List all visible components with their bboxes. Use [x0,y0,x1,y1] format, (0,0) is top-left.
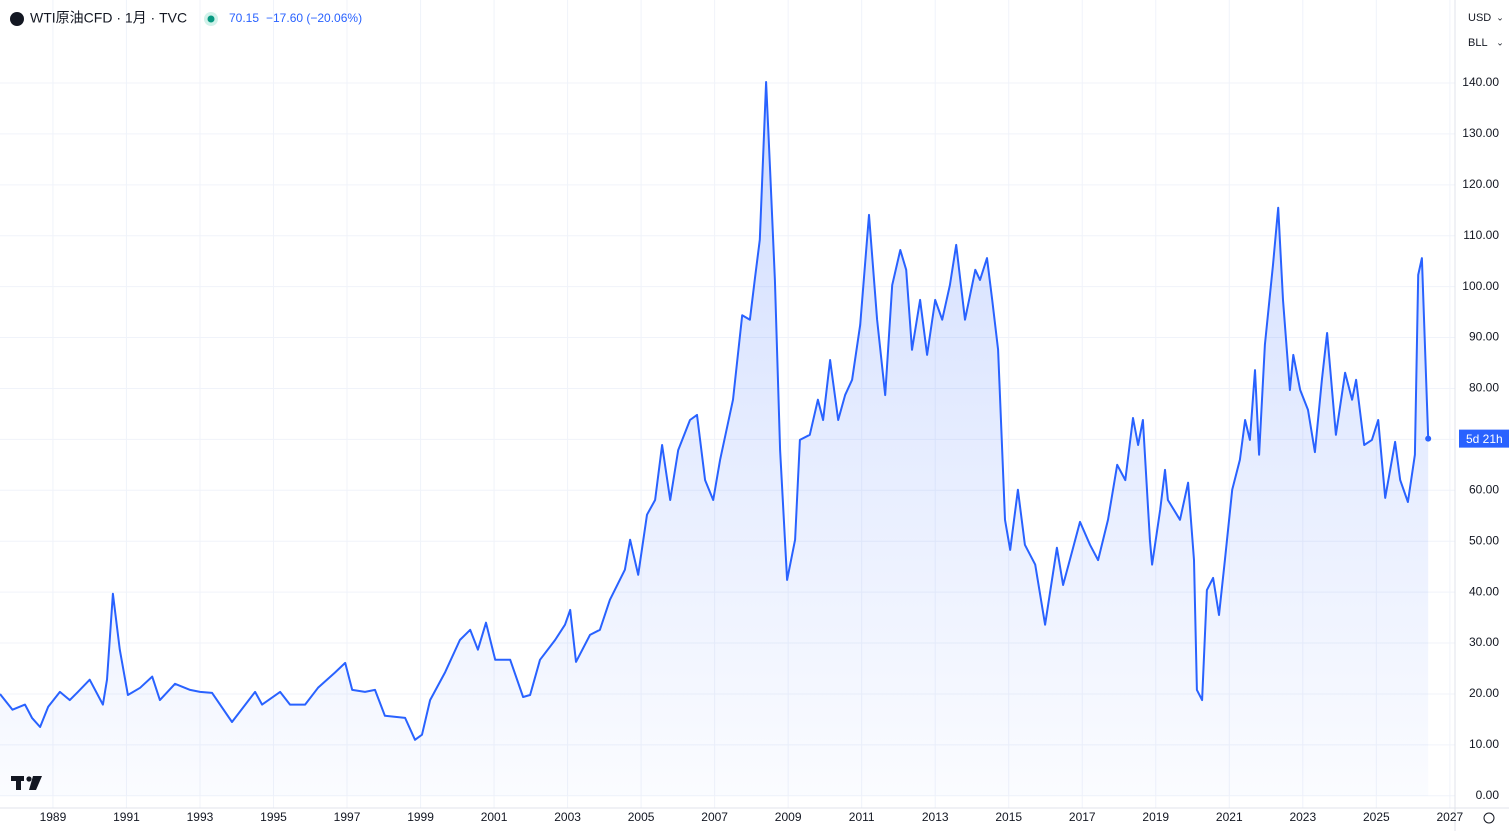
y-tick-label: 40.00 [1469,584,1499,598]
tv-logo [11,776,42,790]
price-change: −17.60 (−20.06%) [266,11,362,25]
x-tick-label: 1995 [260,810,287,824]
y-tick-label: 110.00 [1463,228,1499,242]
last-point [1425,435,1432,442]
x-tick-label: 1989 [40,810,67,824]
x-tick-label: 2023 [1289,810,1316,824]
x-tick-label: 2003 [554,810,581,824]
y-tick-label: 120.00 [1462,177,1499,191]
unit[interactable]: BLL [1468,37,1488,49]
x-tick-label: 2005 [628,810,655,824]
x-tick-label: 2009 [775,810,802,824]
x-tick-label: 2001 [481,810,508,824]
status-dot [207,15,215,23]
currency-button[interactable] [1460,6,1506,30]
y-tick-label: 30.00 [1469,635,1499,649]
countdown: 5d 21h [1466,432,1503,446]
y-tick-label: 0.00 [1476,788,1500,802]
last-price: 70.15 [229,11,259,25]
countdown-box [1459,429,1509,448]
symbol-title: WTI原油CFD · 1月 · TVC [30,10,187,26]
y-tick-label: 140.00 [1462,75,1499,89]
x-tick-label: 2021 [1216,810,1243,824]
x-tick-label: 1993 [187,810,214,824]
x-tick-label: 2011 [849,810,875,824]
settings-icon[interactable] [1483,812,1495,824]
currency[interactable]: USD [1468,12,1491,24]
y-tick-label: 90.00 [1469,330,1499,344]
y-tick-label: 80.00 [1469,381,1499,395]
dropdown-arrow: ⌄ [1496,37,1504,47]
symbol-icon [10,12,24,26]
axes: 0.0010.0020.0030.0040.0050.0060.0070.008… [40,75,1509,824]
y-tick-label: 100.00 [1462,279,1499,293]
x-tick-label: 2015 [995,810,1022,824]
x-tick-label: 2007 [701,810,728,824]
y-tick-label: 130.00 [1462,126,1499,140]
y-tick-label: 50.00 [1469,533,1499,547]
x-tick-label: 1999 [407,810,434,824]
x-tick-label: 2013 [922,810,949,824]
price-line [0,81,1430,741]
y-tick-label: 20.00 [1469,686,1499,700]
dropdown-arrow: ⌄ [1496,12,1504,22]
plot [0,81,1432,796]
y-tick-label: 10.00 [1469,737,1499,751]
area-fill [0,82,1429,796]
x-tick-label: 1991 [113,810,140,824]
x-tick-label: 1997 [334,810,361,824]
x-tick-label: 2027 [1437,810,1464,824]
x-tick-label: 2019 [1142,810,1169,824]
x-tick-label: 2017 [1069,810,1096,824]
y-tick-label: 60.00 [1469,482,1499,496]
x-tick-label: 2025 [1363,810,1390,824]
